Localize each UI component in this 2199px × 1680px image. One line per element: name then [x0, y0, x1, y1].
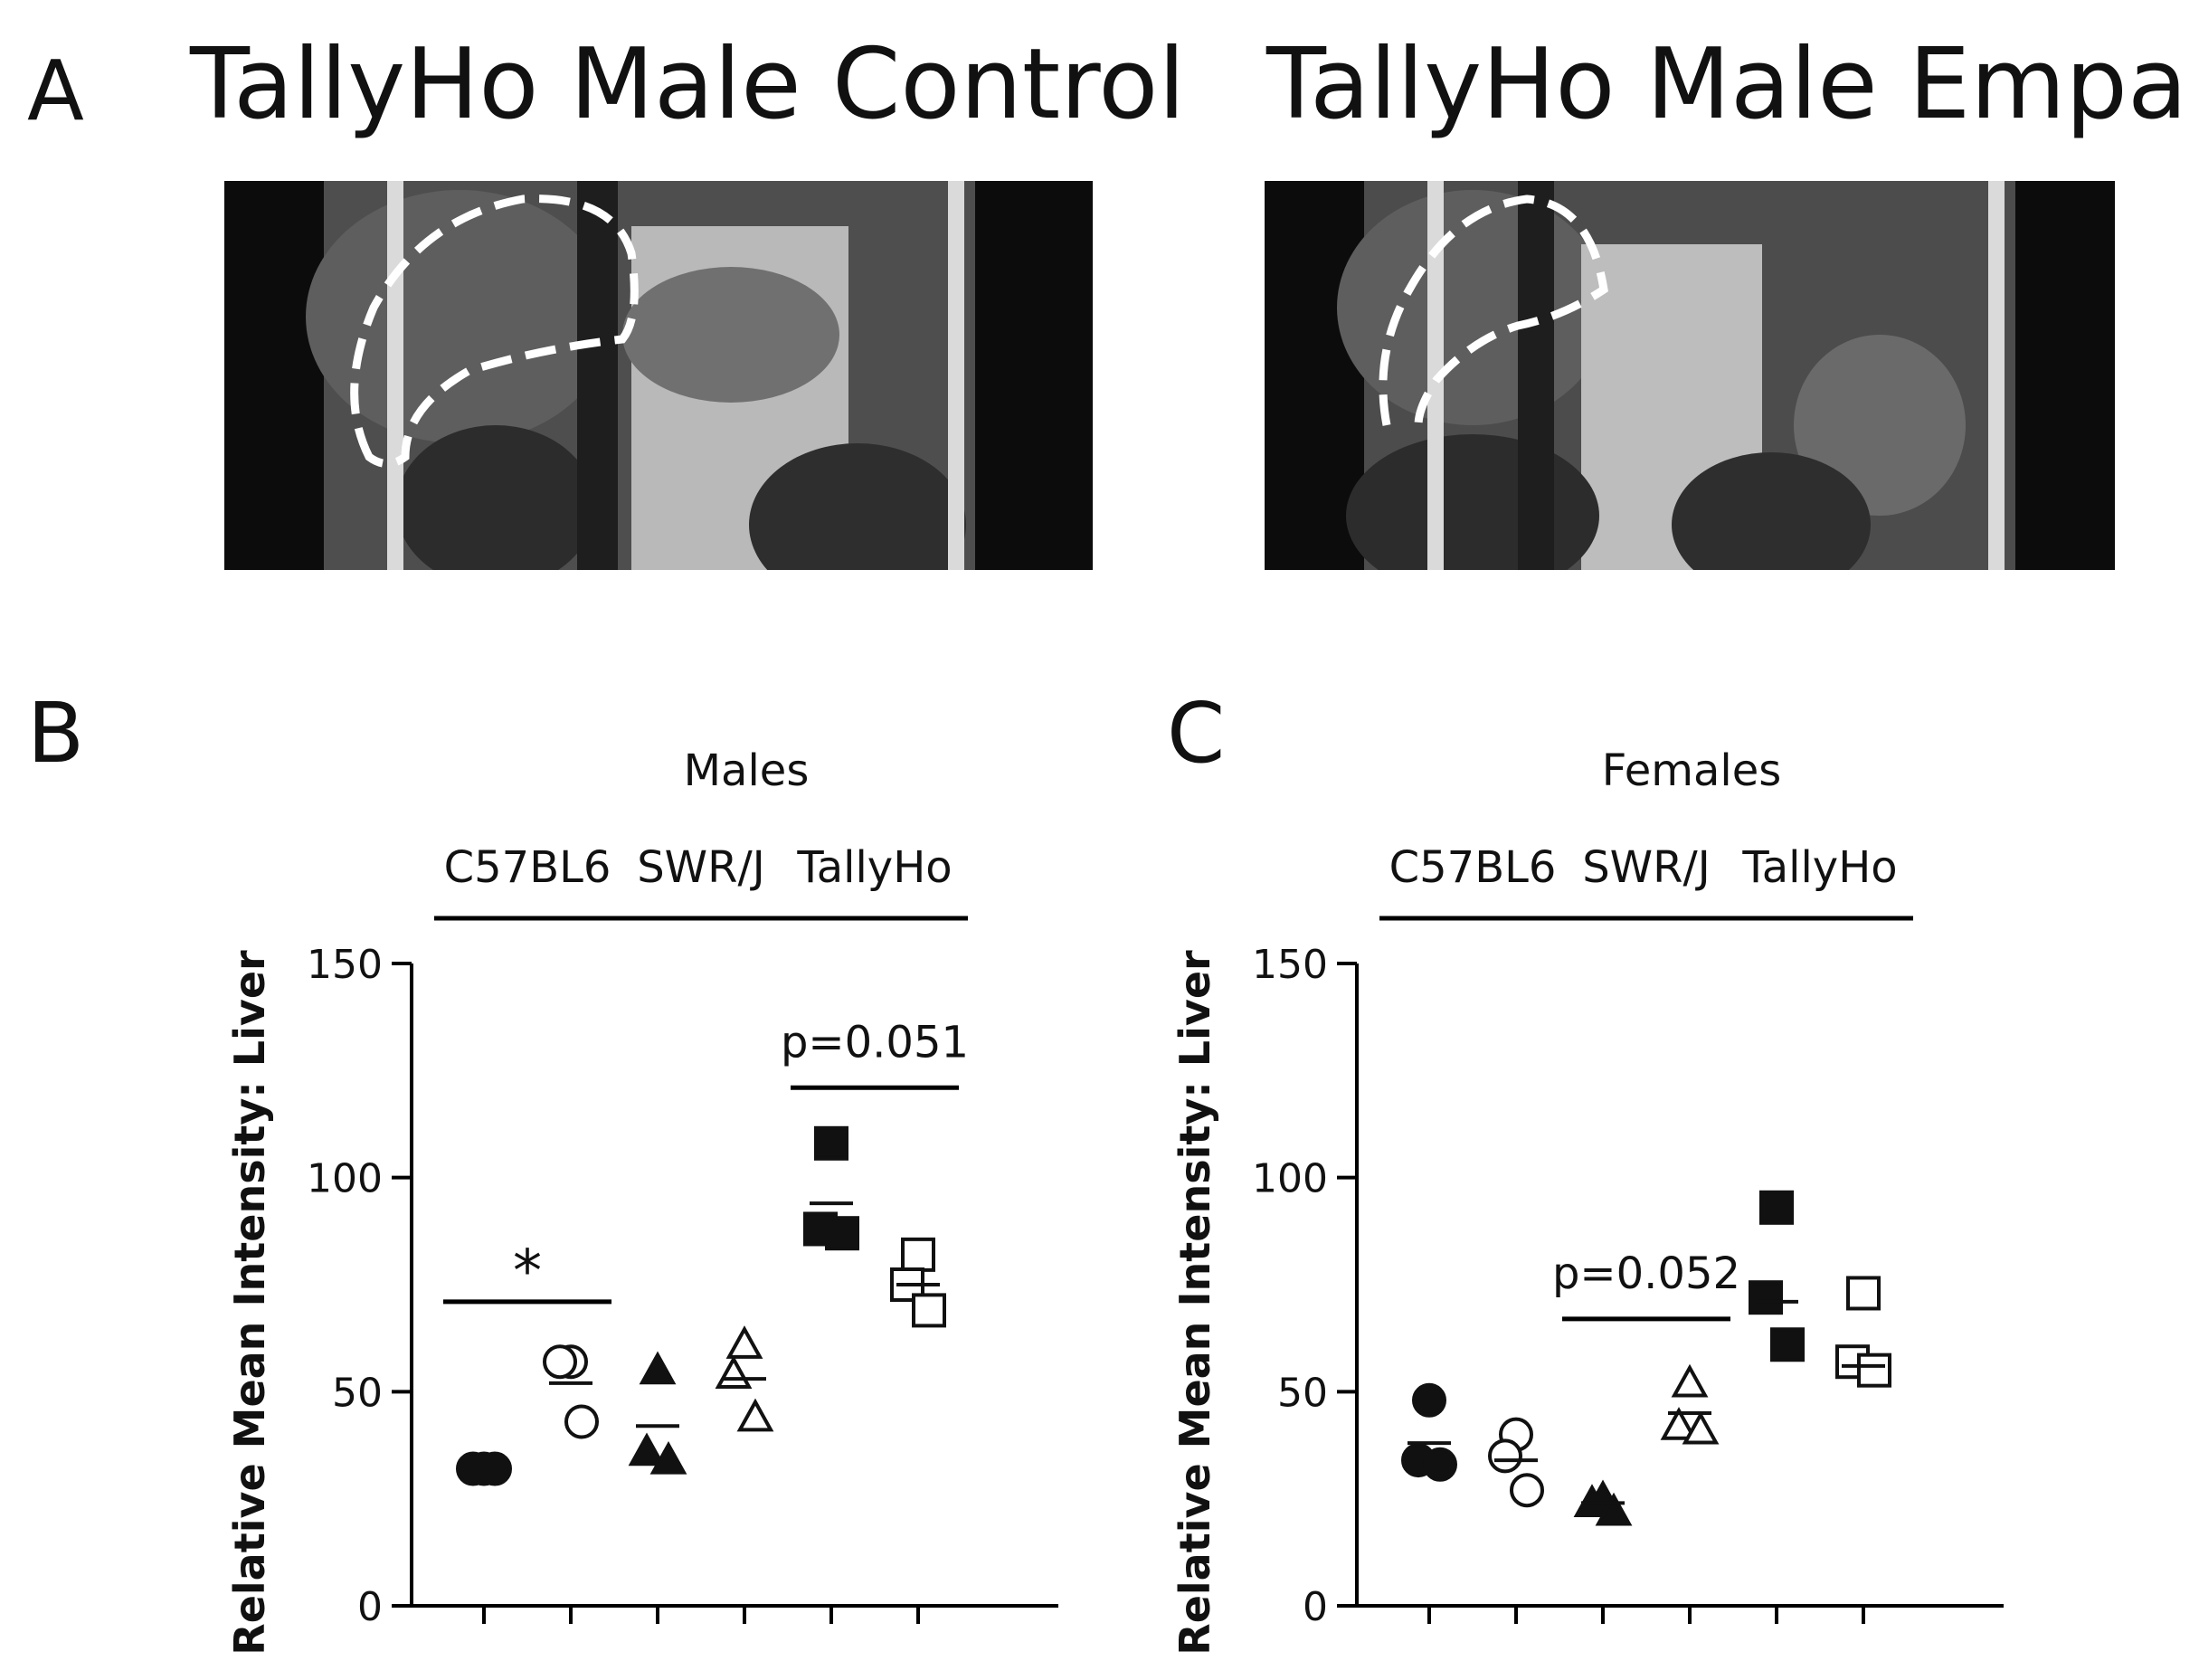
data-point	[1857, 1353, 1891, 1388]
mri-title-empa: TallyHo Male Empa	[1266, 28, 2188, 141]
chart-title: Males	[684, 745, 810, 796]
data-point	[1846, 1276, 1881, 1311]
data-point	[725, 1325, 763, 1359]
y-axis-label: Relative Mean Intensity: Liver	[225, 950, 274, 1656]
chart-title: Females	[1602, 745, 1782, 796]
data-point	[543, 1344, 577, 1380]
data-point	[1488, 1438, 1522, 1474]
data-point	[1660, 1407, 1698, 1440]
y-axis-label: Relative Mean Intensity: Liver	[1171, 950, 1219, 1656]
group-label: C57BL6	[1389, 842, 1557, 893]
mri-image-control	[224, 181, 1093, 570]
data-point	[901, 1237, 935, 1272]
data-point	[1595, 1492, 1633, 1526]
data-point	[912, 1293, 946, 1328]
data-point	[825, 1216, 859, 1251]
liver-outline	[1379, 195, 1608, 426]
group-label: C57BL6	[444, 842, 611, 893]
panel-letter-c: C	[1167, 685, 1226, 782]
y-tick-label: 50	[332, 1370, 383, 1416]
y-tick-label: 50	[1277, 1370, 1328, 1416]
kidney-region	[622, 267, 839, 403]
significance-label: p=0.051	[781, 1017, 969, 1068]
y-tick-label: 150	[307, 942, 383, 988]
y-tick-label: 0	[357, 1584, 383, 1630]
data-point	[1671, 1363, 1709, 1398]
data-point	[1770, 1327, 1805, 1362]
significance-label: *	[513, 1239, 542, 1305]
group-label: SWR/J	[1582, 842, 1711, 893]
mri-image-empa	[1265, 181, 2115, 570]
data-point	[1682, 1410, 1720, 1445]
group-label: TallyHo	[796, 842, 952, 893]
data-point	[715, 1355, 753, 1389]
y-tick-label: 100	[307, 1156, 383, 1202]
liver-region	[306, 190, 613, 443]
data-point	[1412, 1382, 1446, 1418]
panel-letter-a: A	[27, 43, 84, 139]
data-point	[649, 1440, 687, 1475]
significance-label: p=0.052	[1552, 1248, 1740, 1299]
data-point	[628, 1432, 666, 1466]
group-label: TallyHo	[1741, 842, 1897, 893]
data-point	[736, 1398, 774, 1432]
chart-females: Females C57BL6 SWR/J TallyHo Relative Mean I…	[1171, 745, 2004, 1656]
data-point	[1423, 1447, 1457, 1482]
data-point	[1510, 1473, 1544, 1508]
liver-outline	[350, 195, 639, 468]
data-point	[814, 1125, 848, 1161]
y-tick-label: 150	[1252, 942, 1328, 988]
chart-males: Males C57BL6 SWR/J TallyHo Relative Mean Int…	[225, 745, 1058, 1656]
y-tick-label: 0	[1303, 1584, 1328, 1630]
y-tick-label: 100	[1252, 1156, 1328, 1202]
data-point	[1749, 1280, 1783, 1315]
panel-letter-b: B	[27, 685, 85, 782]
data-point	[1759, 1190, 1794, 1225]
mri-title-control: TallyHo Male Control	[190, 28, 1186, 141]
data-point	[639, 1351, 677, 1385]
group-label: SWR/J	[637, 842, 765, 893]
data-point	[564, 1404, 599, 1439]
